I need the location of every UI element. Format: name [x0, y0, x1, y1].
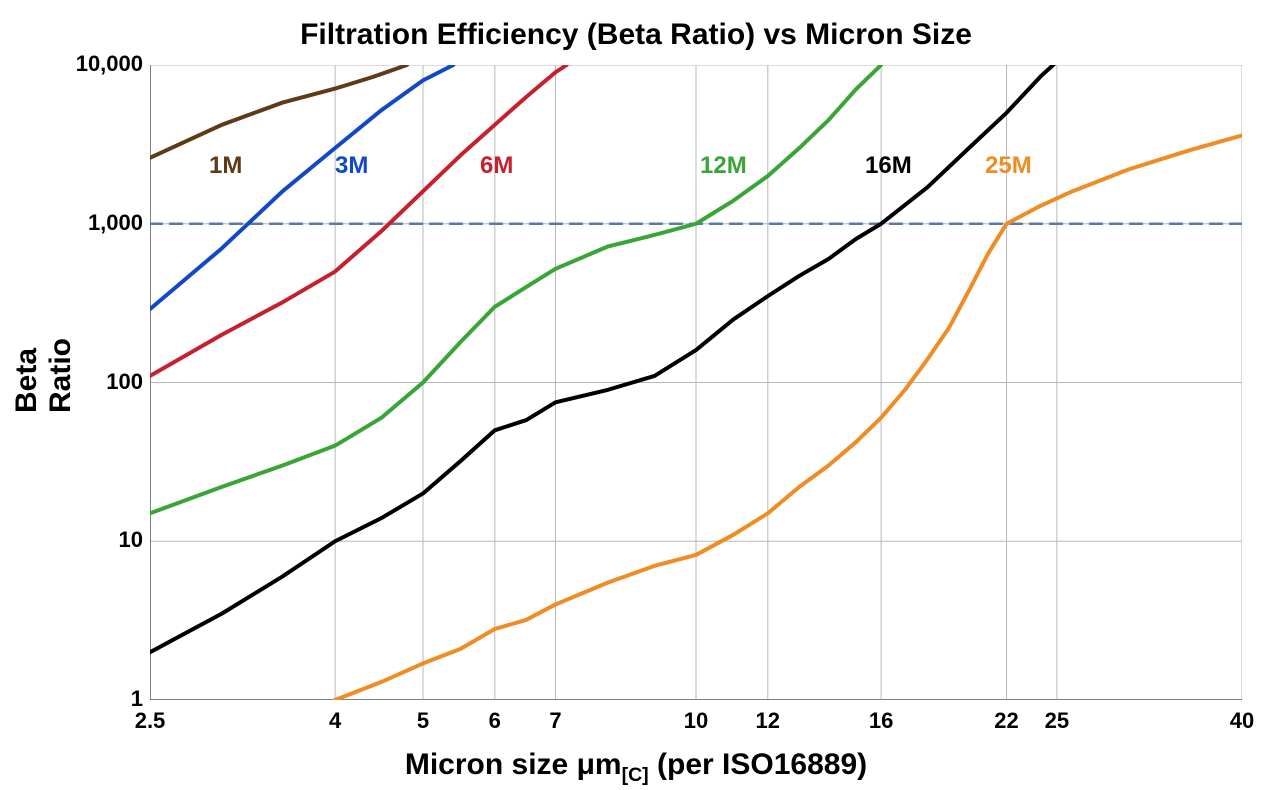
x-tick-label: 5	[393, 708, 453, 734]
chart-title: Filtration Efficiency (Beta Ratio) vs Mi…	[0, 18, 1272, 52]
x-tick-label: 4	[305, 708, 365, 734]
xlabel-suffix: (per ISO16889)	[649, 748, 867, 781]
y-tick-label: 100	[55, 369, 143, 395]
x-tick-label: 7	[526, 708, 586, 734]
y-tick-label: 1	[55, 686, 143, 712]
series-label-12m: 12M	[700, 152, 747, 180]
x-tick-label: 16	[851, 708, 911, 734]
series-label-16m: 16M	[865, 152, 912, 180]
x-axis-label: Micron size μm[C] (per ISO16889)	[0, 748, 1272, 787]
series-label-3m: 3M	[335, 152, 368, 180]
series-label-25m: 25M	[985, 152, 1032, 180]
y-tick-label: 10,000	[55, 51, 143, 77]
x-tick-label: 25	[1027, 708, 1087, 734]
x-tick-label: 40	[1212, 708, 1272, 734]
x-tick-label: 6	[465, 708, 525, 734]
chart-plot	[150, 65, 1242, 700]
xlabel-prefix: Micron size μm	[405, 748, 622, 781]
xlabel-sub: [C]	[622, 764, 649, 786]
series-label-1m: 1M	[209, 152, 242, 180]
y-tick-label: 10	[55, 527, 143, 553]
series-label-6m: 6M	[480, 152, 513, 180]
x-tick-label: 10	[666, 708, 726, 734]
y-tick-label: 1,000	[55, 210, 143, 236]
chart-container: Filtration Efficiency (Beta Ratio) vs Mi…	[0, 0, 1272, 790]
x-tick-label: 12	[738, 708, 798, 734]
